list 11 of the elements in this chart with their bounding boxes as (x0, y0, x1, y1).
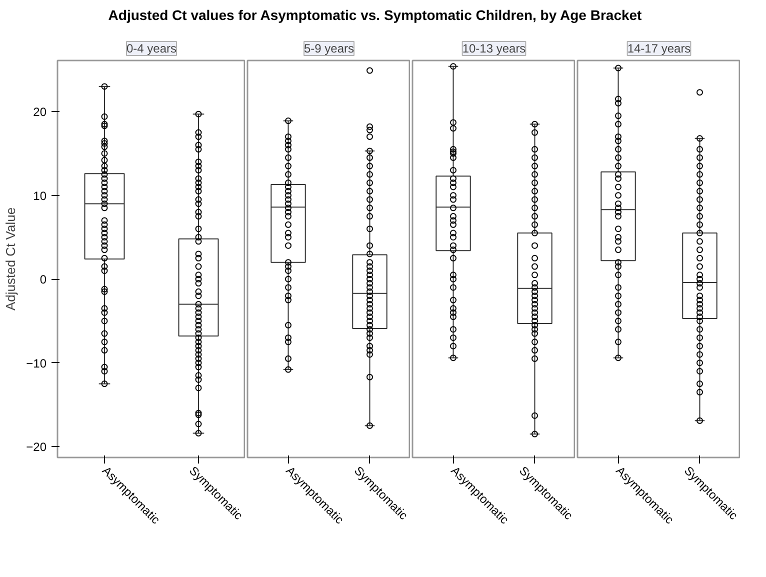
y-tick-label: 0 (40, 272, 47, 287)
chart-subtitle: 14-17 years (627, 42, 691, 56)
y-tick-label: −20 (26, 440, 47, 454)
chart-subtitle: 10-13 years (462, 42, 526, 56)
y-axis-title: Adjusted Ct Value (3, 207, 18, 311)
text: Adjusted Ct values for Asymptomatic vs. Symptomatic Children, by Age Bracket (108, 6, 642, 25)
y-tick-label: 10 (33, 188, 47, 203)
chart-subtitle: 0-4 years (126, 42, 177, 56)
y-tick-label: 20 (33, 105, 47, 120)
y-tick-label: −10 (26, 356, 47, 370)
chart-subtitle: 5-9 years (304, 42, 354, 56)
